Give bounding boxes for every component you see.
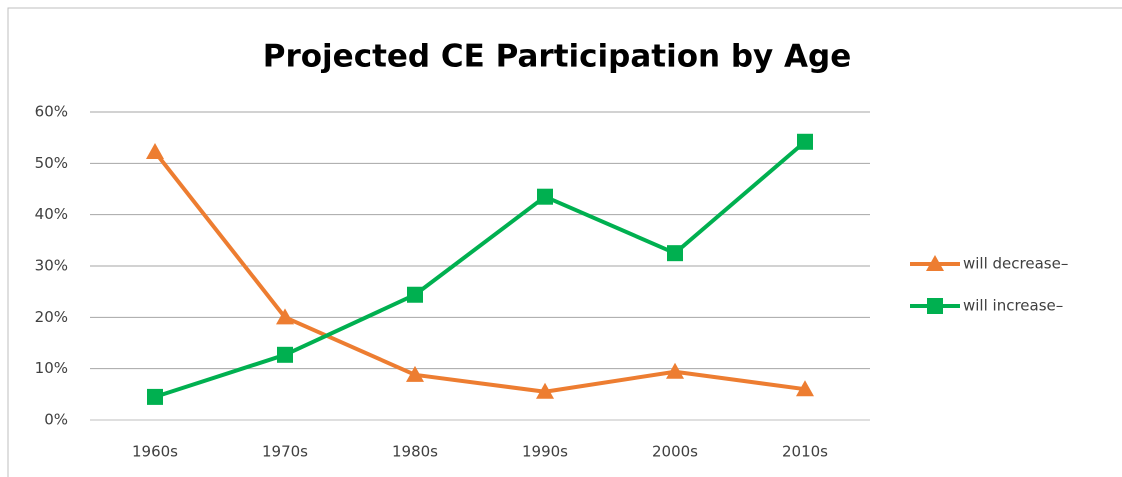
legend-label: will increase– [963,297,1063,315]
x-tick-label: 2010s [782,443,828,461]
series-line [153,150,806,394]
y-tick-label: 50% [35,154,68,172]
data-point [666,362,684,379]
series-line [154,140,807,399]
y-tick-label: 0% [44,411,68,429]
legend-marker [926,255,944,271]
data-point [147,388,163,405]
data-point [406,365,424,382]
y-tick-label: 40% [35,205,68,223]
data-point [797,133,813,150]
x-tick-label: 1960s [132,443,178,461]
data-point [537,188,553,205]
legend-marker [927,298,943,314]
chart-title: Projected CE Participation by Age [263,39,852,75]
data-point [146,143,164,160]
chart-border [7,7,1122,477]
x-tick-label: 1990s [522,443,568,461]
y-tick-label: 20% [35,308,68,326]
x-tick-label: 2000s [652,443,698,461]
x-tick-label: 1980s [392,443,438,461]
data-point [276,308,294,325]
y-tick-label: 60% [35,103,68,121]
y-tick-label: 30% [35,257,68,275]
data-point [667,245,683,262]
data-point [407,286,423,303]
data-point [277,346,293,363]
data-point [796,380,814,397]
legend-label: will decrease– [963,255,1068,273]
data-point [536,382,554,399]
y-tick-label: 10% [35,359,68,377]
x-tick-label: 1970s [262,443,308,461]
